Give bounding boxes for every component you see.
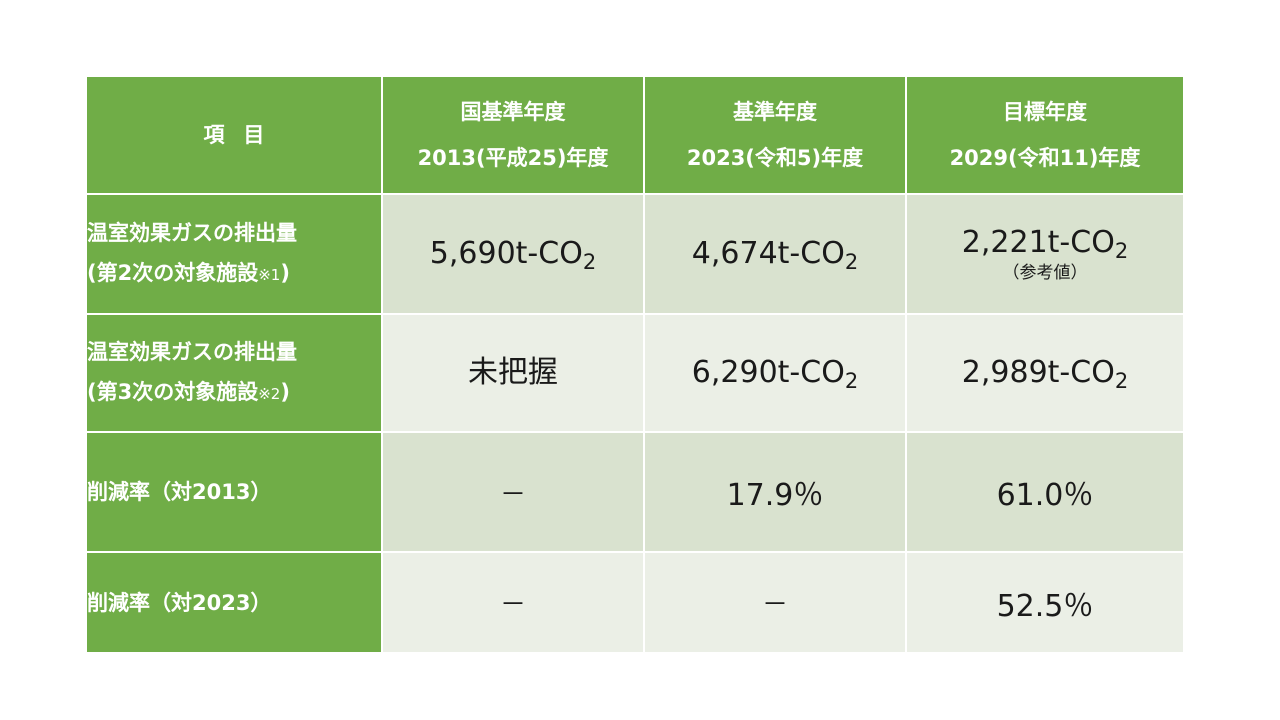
cell-2023: 4,674t-CO2 [643,193,907,315]
table-row: 温室効果ガスの排出量 (第2次の対象施設※1) 5,690t-CO2 4,674… [85,193,1185,315]
cell-2013: － [381,551,645,654]
row-label-emissions-3rd: 温室効果ガスの排出量 (第3次の対象施設※2) [85,313,383,433]
row-label-line1: 温室効果ガスの排出量 [87,340,297,364]
header-col1-line1: 国基準年度 [460,100,566,124]
header-item: 項目 [85,75,383,195]
table-header-row: 項目 国基準年度 2013(平成25)年度 基準年度 2023(令和5)年度 目… [85,75,1185,195]
table-row: 温室効果ガスの排出量 (第3次の対象施設※2) 未把握 6,290t-CO2 2… [85,313,1185,433]
cell-2029: 2,989t-CO2 [905,313,1185,433]
header-target-year: 目標年度 2029(令和11)年度 [905,75,1185,195]
row-label-line2: (第3次の対象施設※2) [87,380,290,404]
row-label-reduction-2023: 削減率（対2023） [85,551,383,654]
row-label-line2: (第2次の対象施設※1) [87,261,290,285]
header-national-base-year: 国基準年度 2013(平成25)年度 [381,75,645,195]
cell-2013: 未把握 [381,313,645,433]
header-col2-line1: 基準年度 [733,100,817,124]
cell-2029: 52.5％ [905,551,1185,654]
cell-2029: 61.0％ [905,431,1185,553]
table-row: 削減率（対2023） － － 52.5％ [85,551,1185,654]
cell-2013: 5,690t-CO2 [381,193,645,315]
reference-value-note: （参考値） [1002,263,1088,283]
cell-2023: 6,290t-CO2 [643,313,907,433]
row-label-line1: 温室効果ガスの排出量 [87,221,297,245]
header-base-year: 基準年度 2023(令和5)年度 [643,75,907,195]
row-label-reduction-2013: 削減率（対2013） [85,431,383,553]
footnote-marker: ※1 [258,266,281,284]
header-col2-line2: 2023(令和5)年度 [686,146,864,170]
header-col3-line1: 目標年度 [1003,100,1087,124]
cell-2023: － [643,551,907,654]
header-col1-line2: 2013(平成25)年度 [417,146,609,170]
table-row: 削減率（対2013） － 17.9％ 61.0％ [85,431,1185,553]
cell-2013: － [381,431,645,553]
cell-2023: 17.9％ [643,431,907,553]
emissions-table: 項目 国基準年度 2013(平成25)年度 基準年度 2023(令和5)年度 目… [85,75,1185,654]
cell-2029: 2,221t-CO2 （参考値） [905,193,1185,315]
header-col3-line2: 2029(令和11)年度 [949,146,1141,170]
row-label-emissions-2nd: 温室効果ガスの排出量 (第2次の対象施設※1) [85,193,383,315]
footnote-marker: ※2 [258,385,281,403]
